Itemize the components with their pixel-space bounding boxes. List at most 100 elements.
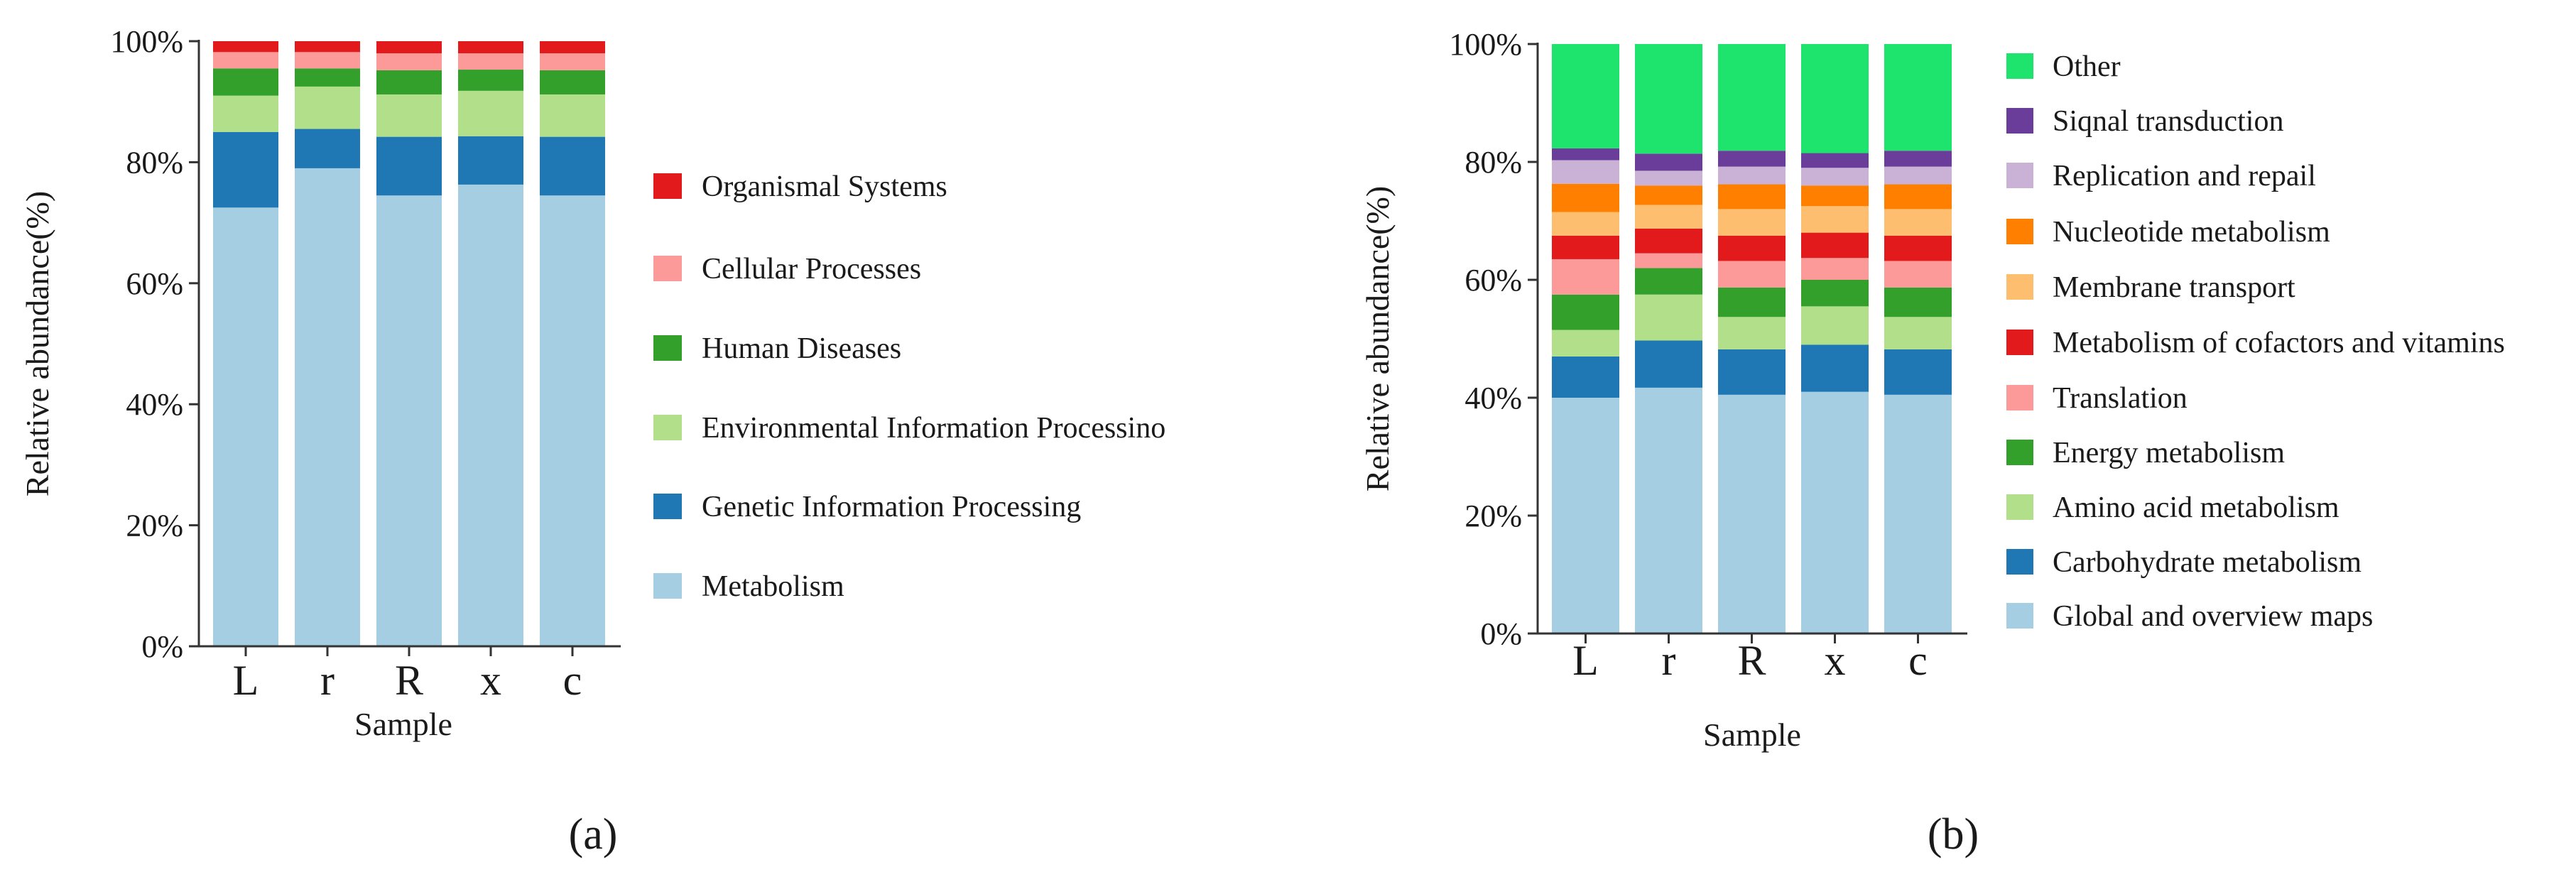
- bar-segment-r-0: [295, 168, 360, 647]
- legend-label: Amino acid metabolism: [2053, 491, 2339, 524]
- bar-segment-r-4: [1635, 253, 1702, 268]
- bar-segment-R-1: [1718, 349, 1786, 395]
- x-tick-label: c: [1908, 637, 1928, 684]
- bar-segment-x-9: [1801, 153, 1869, 168]
- bar-segment-r-7: [1635, 185, 1702, 205]
- legend-swatch: [2006, 219, 2033, 244]
- x-tick-label: L: [233, 657, 259, 704]
- y-tick-label: 20%: [1464, 499, 1522, 533]
- bar-segment-x-1: [458, 136, 523, 185]
- legend-swatch: [653, 173, 682, 199]
- legend-label: Siqnal transduction: [2053, 105, 2283, 138]
- legend-swatch: [2006, 274, 2033, 300]
- legend-label: Membrane transport: [2053, 271, 2295, 304]
- legend-label: Replication and repail: [2053, 160, 2316, 192]
- x-axis-title: Sample: [1703, 717, 1801, 753]
- bar-segment-x-2: [458, 90, 523, 136]
- x-axis-title: Sample: [354, 706, 452, 742]
- legend-swatch: [2006, 108, 2033, 134]
- legend-swatch: [2006, 494, 2033, 520]
- bar-segment-r-3: [295, 68, 360, 87]
- bar-segment-x-3: [458, 70, 523, 91]
- bar-segment-L-8: [1552, 160, 1619, 184]
- y-tick-label: 20%: [126, 508, 183, 543]
- bar-segment-x-0: [1801, 391, 1869, 633]
- bar-segment-L-1: [213, 131, 278, 208]
- bar-segment-c-5: [1884, 235, 1952, 261]
- bar-segment-r-3: [1635, 268, 1702, 295]
- bar-segment-R-7: [1718, 184, 1786, 210]
- legend-swatch: [2006, 440, 2033, 465]
- bar-segment-r-9: [1635, 153, 1702, 171]
- legend-label: Translation: [2053, 382, 2188, 415]
- x-tick-label: x: [480, 657, 501, 704]
- y-tick-label: 80%: [1464, 145, 1522, 180]
- bar-segment-c-4: [1884, 261, 1952, 288]
- legend-label: Global and overview maps: [2053, 600, 2373, 633]
- bar-segment-L-5: [213, 41, 278, 53]
- bar-segment-x-8: [1801, 168, 1869, 186]
- x-tick-label: R: [395, 657, 423, 704]
- bar-segment-L-1: [1552, 356, 1619, 398]
- legend-label: Metabolism: [702, 570, 844, 603]
- y-tick-label: 40%: [1464, 381, 1522, 415]
- y-tick-label: 60%: [126, 266, 183, 301]
- legend-swatch: [2006, 53, 2033, 79]
- legend-swatch: [2006, 549, 2033, 575]
- bar-segment-x-2: [1801, 306, 1869, 345]
- bar-segment-L-4: [1552, 259, 1619, 295]
- bar-segment-r-2: [1635, 294, 1702, 341]
- bar-segment-R-0: [376, 195, 442, 646]
- x-tick-label: L: [1572, 637, 1599, 684]
- legend-label: Carbohydrate metabolism: [2053, 546, 2362, 579]
- bar-segment-L-0: [1552, 398, 1619, 633]
- bar-segment-r-5: [1635, 228, 1702, 254]
- legend-swatch: [653, 415, 682, 440]
- bar-segment-c-1: [540, 136, 605, 196]
- bar-segment-c-10: [1884, 44, 1952, 151]
- bar-segment-L-9: [1552, 148, 1619, 161]
- bar-segment-x-5: [458, 41, 523, 54]
- bar-segment-L-3: [213, 68, 278, 96]
- bar-segment-x-0: [458, 184, 523, 646]
- bar-segment-R-0: [1718, 394, 1786, 633]
- panel-label: (a): [569, 810, 618, 859]
- bar-segment-R-1: [376, 136, 442, 196]
- bar-segment-r-8: [1635, 170, 1702, 186]
- legend-swatch: [653, 573, 682, 599]
- bar-segment-R-10: [1718, 44, 1786, 151]
- y-tick-label: 0%: [141, 629, 183, 664]
- bar-segment-L-0: [213, 207, 278, 646]
- panel-label: (b): [1928, 810, 1979, 859]
- bar-segment-R-4: [376, 53, 442, 70]
- bar-segment-x-4: [458, 53, 523, 70]
- x-tick-label: c: [563, 657, 582, 704]
- y-axis-title: Relative abundance(%): [19, 191, 55, 496]
- y-axis-title: Relative abundance(%): [1359, 186, 1396, 491]
- bar-segment-x-3: [1801, 280, 1869, 307]
- legend-label: Cellular Processes: [702, 253, 921, 285]
- bar-segment-R-2: [1718, 317, 1786, 349]
- x-tick-label: x: [1825, 637, 1846, 684]
- bar-segment-c-3: [540, 70, 605, 94]
- bar-segment-R-5: [376, 41, 442, 54]
- bar-segment-c-0: [540, 195, 605, 646]
- bar-segment-c-1: [1884, 349, 1952, 395]
- x-tick-label: r: [1662, 637, 1676, 684]
- bar-segment-L-7: [1552, 183, 1619, 212]
- bar-segment-L-3: [1552, 294, 1619, 330]
- bar-segment-R-5: [1718, 235, 1786, 261]
- legend-swatch: [2006, 385, 2033, 410]
- bar-segment-L-5: [1552, 235, 1619, 259]
- bar-segment-R-2: [376, 94, 442, 137]
- bar-segment-x-10: [1801, 44, 1869, 153]
- legend-label: Environmental Information Processino: [702, 412, 1165, 445]
- bar-segment-c-7: [1884, 184, 1952, 210]
- bar-segment-r-10: [1635, 44, 1702, 154]
- y-tick-label: 60%: [1464, 263, 1522, 298]
- bar-segment-R-3: [1718, 287, 1786, 317]
- y-tick-label: 100%: [110, 24, 183, 59]
